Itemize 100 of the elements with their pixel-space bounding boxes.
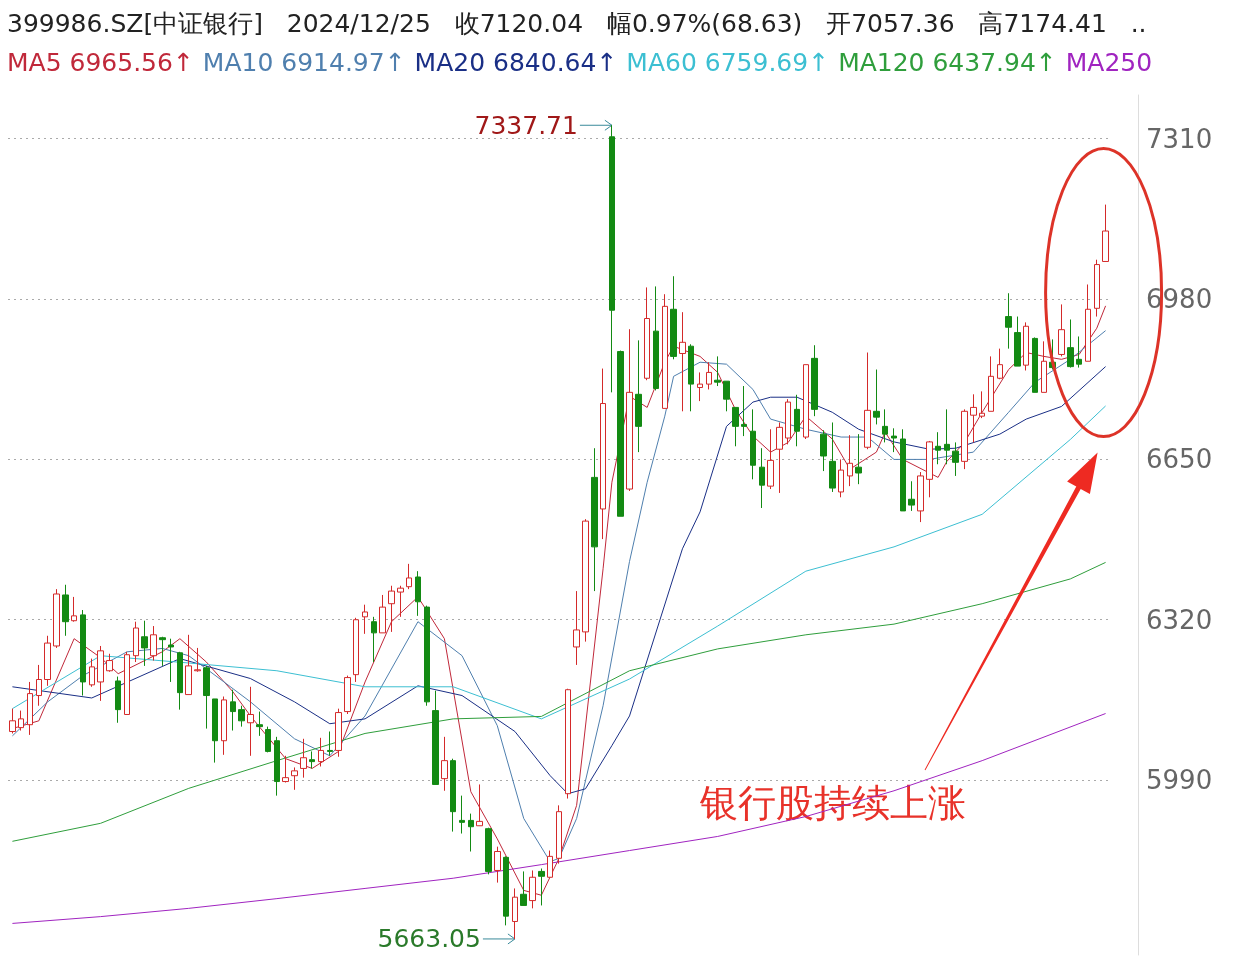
line-series (11, 713, 1107, 924)
candlestick (1067, 318, 1074, 369)
candlestick (1085, 283, 1091, 362)
candlestick (9, 708, 16, 734)
candlestick (547, 850, 553, 878)
candlestick (565, 688, 571, 800)
candlestick (1102, 204, 1109, 262)
candlestick (291, 766, 298, 791)
candlestick (997, 348, 1003, 380)
candlestick (785, 398, 791, 445)
candlestick (71, 596, 77, 623)
candlestick (494, 846, 501, 884)
y-tick-label: 6650 (1146, 444, 1213, 475)
candlestick (441, 736, 448, 792)
candlestick (864, 352, 871, 450)
candlestick (741, 385, 747, 437)
candlestick (520, 870, 527, 906)
candlestick (961, 408, 968, 470)
candlestick (80, 609, 86, 697)
candlestick (106, 653, 113, 673)
candlestick (221, 696, 227, 756)
candlestick (238, 705, 245, 728)
candlestick (855, 433, 862, 485)
candlestick (282, 755, 289, 784)
candlestick (644, 286, 650, 381)
candlestick (141, 620, 148, 667)
candlestick (706, 361, 712, 390)
candlestick (1094, 259, 1100, 318)
candlestick (44, 635, 51, 687)
candlestick (344, 675, 351, 715)
candlestick (503, 855, 509, 926)
candlestick (979, 390, 985, 419)
annotation: 7337.71 (474, 110, 578, 140)
line-series (11, 561, 1107, 842)
candlestick (265, 726, 271, 753)
candlestick (309, 750, 315, 769)
candlestick (230, 689, 236, 732)
candlestick (767, 428, 774, 490)
candlestick (662, 293, 668, 409)
candlestick (318, 737, 324, 767)
text: MA10 6914.97↑ (202, 48, 406, 77)
candlestick (653, 285, 659, 391)
candlestick (371, 616, 377, 663)
candlestick (635, 339, 642, 453)
candlestick (415, 570, 421, 617)
candlestick (168, 638, 174, 683)
candlestick (803, 364, 809, 440)
candlestick (573, 590, 580, 666)
candlestick (538, 868, 545, 906)
y-tick-label: 5990 (1146, 765, 1213, 796)
candlestick (512, 887, 518, 940)
candlestick (485, 827, 492, 875)
candlestick (609, 124, 615, 393)
candlestick (115, 676, 121, 724)
candlestick (1005, 292, 1012, 350)
candlestick (362, 604, 368, 635)
candlestick (36, 664, 42, 707)
candlestick (838, 458, 844, 498)
candlestick (591, 447, 598, 592)
candlestick (1041, 340, 1047, 393)
candlestick (432, 690, 439, 785)
candlestick (723, 380, 730, 412)
candlestick (300, 738, 307, 779)
candlestick (274, 736, 280, 797)
candlestick (1023, 321, 1029, 371)
candlestick (133, 621, 139, 663)
candlestick (750, 408, 756, 480)
candlestick (617, 350, 624, 517)
candlestick (882, 408, 888, 443)
candlestick (353, 617, 359, 683)
candlestick (177, 651, 183, 711)
candlestick (247, 686, 254, 757)
candlestick (556, 804, 562, 865)
text: MA250 (1065, 48, 1153, 77)
chart-title: 399986.SZ[中证银行] 2024/12/25 收7120.04 幅0.97%(68.63) 开7057.36 高7174.41 .. (7, 9, 1147, 38)
candlestick (18, 710, 24, 732)
candlestick (697, 371, 703, 402)
candlestick (688, 343, 694, 412)
candlestick (185, 634, 192, 696)
annotation: 5663.05 (377, 924, 481, 954)
candlestick (935, 431, 941, 465)
text: MA120 6437.94↑ (838, 48, 1057, 77)
candlestick (1058, 303, 1065, 357)
candlestick (714, 355, 721, 387)
candlestick (626, 328, 633, 492)
candlestick (988, 355, 994, 412)
candlestick (820, 429, 827, 472)
candlestick (926, 440, 933, 498)
candlestick (582, 518, 589, 643)
candlestick (327, 731, 333, 757)
text: MA20 6840.64↑ (414, 48, 618, 77)
candlestick (952, 441, 959, 477)
text: MA5 6965.56↑ (7, 48, 194, 77)
candlestick (379, 594, 386, 634)
candlestick (794, 394, 800, 447)
candlestick (759, 447, 765, 509)
candlestick (873, 369, 880, 425)
candlestick (1076, 335, 1082, 369)
candlestick (89, 658, 95, 688)
candlestick (847, 434, 853, 487)
